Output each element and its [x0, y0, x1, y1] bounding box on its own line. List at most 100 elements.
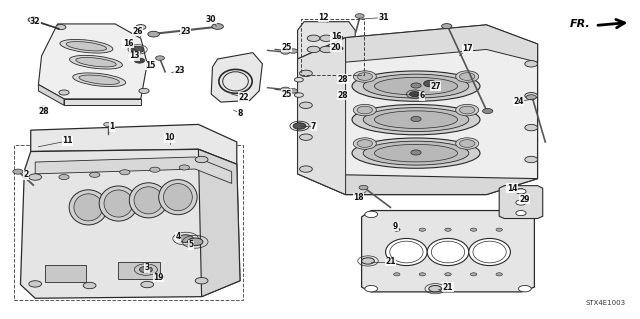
Text: 19: 19 — [154, 273, 164, 282]
Circle shape — [410, 92, 420, 97]
Circle shape — [29, 281, 42, 287]
Circle shape — [525, 124, 538, 131]
Polygon shape — [198, 149, 240, 297]
Circle shape — [307, 46, 320, 53]
Circle shape — [526, 95, 536, 100]
Ellipse shape — [374, 111, 458, 129]
Circle shape — [456, 104, 479, 116]
Text: 30: 30 — [206, 15, 216, 24]
Circle shape — [59, 174, 69, 180]
Circle shape — [39, 106, 48, 111]
Text: 27: 27 — [430, 82, 440, 91]
Text: 5: 5 — [188, 241, 193, 249]
Circle shape — [456, 71, 479, 82]
Ellipse shape — [468, 239, 511, 265]
Text: 28: 28 — [337, 91, 348, 100]
Circle shape — [357, 140, 372, 147]
Text: FR.: FR. — [570, 19, 590, 29]
Text: 3: 3 — [145, 263, 150, 272]
Ellipse shape — [99, 186, 138, 221]
Circle shape — [134, 58, 145, 63]
Circle shape — [516, 200, 526, 205]
Circle shape — [411, 83, 421, 88]
Circle shape — [139, 88, 149, 93]
Circle shape — [150, 167, 160, 172]
Ellipse shape — [69, 190, 108, 225]
Circle shape — [294, 93, 303, 97]
Circle shape — [525, 61, 538, 67]
Bar — [14, 145, 243, 300]
Circle shape — [281, 87, 290, 92]
Circle shape — [445, 228, 451, 231]
Circle shape — [131, 46, 144, 53]
Circle shape — [516, 189, 526, 194]
Ellipse shape — [70, 56, 122, 69]
Circle shape — [294, 78, 303, 82]
Circle shape — [460, 73, 475, 80]
Ellipse shape — [134, 187, 163, 214]
Text: 23: 23 — [174, 66, 184, 75]
Circle shape — [365, 286, 378, 292]
Circle shape — [289, 49, 298, 53]
Circle shape — [496, 228, 502, 231]
Circle shape — [320, 46, 333, 53]
Circle shape — [188, 238, 203, 246]
Circle shape — [483, 108, 493, 114]
Circle shape — [136, 25, 146, 30]
Polygon shape — [346, 25, 538, 62]
Text: 14: 14 — [507, 184, 517, 193]
Circle shape — [429, 286, 442, 292]
Ellipse shape — [374, 77, 458, 95]
Circle shape — [289, 89, 298, 93]
Polygon shape — [499, 186, 543, 219]
Circle shape — [442, 24, 452, 29]
Ellipse shape — [364, 141, 468, 165]
Ellipse shape — [74, 194, 103, 221]
Circle shape — [154, 274, 164, 279]
Text: 25: 25 — [282, 43, 292, 52]
Text: 8: 8 — [237, 109, 243, 118]
Polygon shape — [298, 22, 355, 64]
Ellipse shape — [79, 75, 120, 85]
Text: 13: 13 — [129, 51, 140, 60]
Circle shape — [148, 31, 159, 37]
Text: 6: 6 — [420, 91, 425, 100]
Circle shape — [179, 165, 189, 170]
Circle shape — [178, 235, 193, 242]
Circle shape — [140, 266, 152, 273]
Text: 1: 1 — [109, 122, 115, 131]
Ellipse shape — [129, 183, 168, 218]
Text: 24: 24 — [513, 97, 524, 106]
Circle shape — [353, 138, 376, 149]
Bar — [301, 19, 364, 75]
Text: 17: 17 — [462, 44, 472, 53]
Polygon shape — [64, 99, 141, 105]
Polygon shape — [20, 149, 240, 298]
Text: 10: 10 — [164, 133, 175, 142]
Circle shape — [120, 170, 130, 175]
Polygon shape — [298, 174, 538, 195]
Circle shape — [56, 25, 66, 30]
Circle shape — [460, 140, 475, 147]
Circle shape — [28, 17, 38, 22]
Text: 25: 25 — [282, 90, 292, 99]
Circle shape — [496, 273, 502, 276]
Polygon shape — [35, 157, 232, 183]
Circle shape — [13, 169, 23, 174]
Circle shape — [516, 211, 526, 216]
Circle shape — [156, 56, 164, 60]
Ellipse shape — [364, 74, 468, 98]
Ellipse shape — [73, 73, 125, 86]
Circle shape — [104, 122, 111, 126]
Circle shape — [300, 102, 312, 108]
Ellipse shape — [385, 239, 428, 265]
Text: STX4E1003: STX4E1003 — [586, 300, 626, 306]
Polygon shape — [38, 24, 147, 99]
Circle shape — [470, 228, 477, 231]
Text: 15: 15 — [145, 61, 156, 70]
Circle shape — [300, 166, 312, 172]
Text: 28: 28 — [337, 75, 348, 84]
Circle shape — [424, 80, 436, 87]
Ellipse shape — [66, 41, 107, 51]
Circle shape — [394, 273, 400, 276]
